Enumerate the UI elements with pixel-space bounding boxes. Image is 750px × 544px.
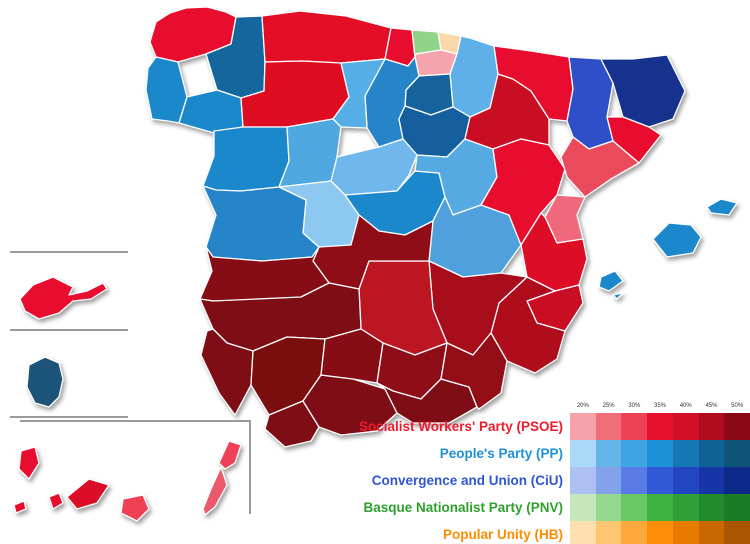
legend-swatch: [724, 521, 750, 544]
legend-scale-label: 35%: [654, 403, 667, 409]
island-gomera[interactable]: [48, 492, 64, 510]
province-huelva[interactable]: [200, 328, 254, 416]
legend-swatch: [647, 413, 673, 440]
legend-swatch: [672, 467, 699, 494]
island-formentera[interactable]: [612, 292, 624, 300]
legend-swatch: [698, 440, 725, 467]
province-zamora[interactable]: [202, 126, 290, 192]
legend-label-psoe: Socialist Workers' Party (PSOE): [358, 419, 563, 434]
legend-swatch: [621, 467, 648, 494]
island-ibiza[interactable]: [598, 270, 624, 292]
legend-label-hb: Popular Unity (HB): [443, 527, 563, 542]
mainland-group: [145, 6, 686, 448]
legend-swatch: [647, 440, 673, 467]
legend-label-pnv: Basque Nationalist Party (PNV): [363, 500, 563, 515]
island-hierro[interactable]: [13, 500, 27, 514]
legend-swatch: [672, 413, 699, 440]
legend-swatch: [570, 413, 596, 440]
province-ourense[interactable]: [178, 89, 244, 134]
legend-row-psoe: Socialist Workers' Party (PSOE): [0, 413, 750, 440]
island-tenerife[interactable]: [66, 478, 110, 510]
legend-scale-label: 20%: [576, 403, 589, 409]
legend-scale-label: 45%: [705, 403, 718, 409]
legend-swatches-pp: [570, 440, 750, 467]
legend-swatch: [724, 467, 750, 494]
legend-swatches-pnv: [570, 494, 750, 521]
province-lleida[interactable]: [566, 56, 614, 150]
legend-swatch: [621, 494, 648, 521]
legend-swatch: [724, 413, 750, 440]
legend-scale-label: 50%: [731, 403, 744, 409]
legend-scale-label: 40%: [679, 403, 692, 409]
legend-swatch: [621, 413, 648, 440]
island-mallorca[interactable]: [652, 222, 702, 258]
inset-frames: [10, 251, 251, 514]
legend-swatch: [570, 521, 596, 544]
legend-swatch: [570, 494, 596, 521]
balearic-islands-group: [598, 198, 738, 300]
province-asturias[interactable]: [261, 10, 392, 64]
province-girona[interactable]: [600, 54, 686, 128]
legend-row-pnv: Basque Nationalist Party (PNV): [0, 494, 750, 521]
legend-swatch: [698, 413, 725, 440]
legend-swatch: [724, 440, 750, 467]
legend-swatch: [595, 467, 622, 494]
legend-swatches-hb: [570, 521, 750, 544]
legend-row-ciu: Convergence and Union (CiU): [0, 467, 750, 494]
legend-swatch: [570, 440, 596, 467]
canary-inset-frame: [20, 420, 251, 514]
legend-swatch: [621, 440, 648, 467]
legend-row-hb: Popular Unity (HB): [0, 521, 750, 544]
legend-swatch: [595, 494, 622, 521]
legend-swatch: [595, 413, 622, 440]
province-cordoba[interactable]: [320, 328, 384, 384]
canary-islands-group: [13, 440, 242, 522]
legend-swatch: [672, 494, 699, 521]
inset-ceuta[interactable]: [19, 276, 108, 320]
island-menorca[interactable]: [706, 198, 738, 216]
province-palencia[interactable]: [332, 58, 386, 129]
legend-swatch: [724, 494, 750, 521]
legend-scale-label: 25%: [602, 403, 615, 409]
island-lanzarote[interactable]: [218, 440, 242, 470]
legend-swatch: [698, 521, 725, 544]
legend-swatch: [621, 521, 648, 544]
legend-swatch: [698, 467, 725, 494]
island-fuerteventura[interactable]: [202, 466, 228, 516]
legend-swatch: [647, 467, 673, 494]
legend-scale-label: 30%: [628, 403, 641, 409]
legend-swatch: [698, 494, 725, 521]
legend-label-pp: People's Party (PP): [439, 446, 563, 461]
island-lapalma[interactable]: [18, 446, 40, 480]
ceuta-melilla-group: [19, 276, 108, 408]
legend-swatch: [672, 521, 699, 544]
legend-row-pp: People's Party (PP): [0, 440, 750, 467]
legend-scale-labels: 20% 25% 30% 35% 40% 45% 50%: [570, 401, 750, 412]
legend-swatches-ciu: [570, 467, 750, 494]
province-tarragona[interactable]: [560, 136, 640, 198]
legend-swatch: [570, 467, 596, 494]
legend-swatch: [595, 440, 622, 467]
province-almeria[interactable]: [440, 332, 508, 410]
legend-label-ciu: Convergence and Union (CiU): [371, 473, 563, 488]
inset-melilla[interactable]: [26, 356, 64, 408]
legend-swatch: [595, 521, 622, 544]
legend-swatch: [647, 521, 673, 544]
legend-swatches-psoe: [570, 413, 750, 440]
province-pontevedra[interactable]: [145, 56, 188, 124]
legend-swatch: [672, 440, 699, 467]
island-grancanaria[interactable]: [120, 494, 150, 522]
legend-swatch: [647, 494, 673, 521]
